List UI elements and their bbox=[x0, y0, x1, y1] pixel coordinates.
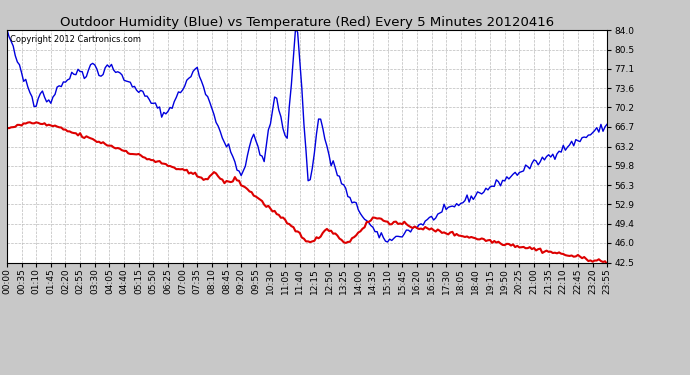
Text: Copyright 2012 Cartronics.com: Copyright 2012 Cartronics.com bbox=[10, 34, 141, 44]
Title: Outdoor Humidity (Blue) vs Temperature (Red) Every 5 Minutes 20120416: Outdoor Humidity (Blue) vs Temperature (… bbox=[60, 16, 554, 29]
